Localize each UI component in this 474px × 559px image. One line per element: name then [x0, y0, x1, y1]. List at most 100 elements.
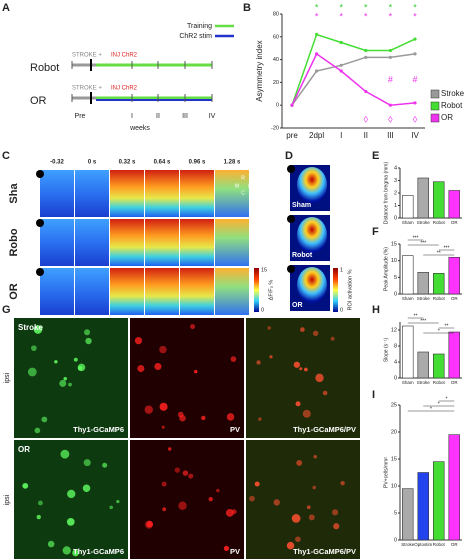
point — [339, 40, 343, 45]
cell — [22, 482, 29, 489]
cell — [315, 373, 324, 383]
cell — [269, 355, 273, 359]
cell — [63, 376, 67, 381]
bregma-dot — [287, 165, 295, 173]
legend-label: Robot — [441, 101, 463, 110]
bar — [433, 461, 445, 541]
heatmap-frame — [215, 268, 249, 315]
panel-label: B — [243, 2, 251, 14]
cell — [295, 536, 301, 543]
time-label: 0.32 s — [119, 160, 136, 166]
cell — [66, 518, 75, 526]
side-label: ipsi — [4, 372, 11, 383]
legend-label: Training — [187, 23, 212, 30]
significance-mark: * — [315, 11, 319, 21]
legend-label: Stroke — [441, 89, 465, 98]
heatmap-frame — [40, 170, 74, 217]
legend-label: ChR2 stim — [179, 33, 212, 40]
point — [388, 103, 392, 107]
cell — [190, 324, 196, 330]
bar — [402, 325, 414, 379]
point — [364, 48, 368, 53]
y-tick-label: 20 — [273, 80, 279, 86]
heatmap-frame — [215, 219, 249, 266]
y-axis-label: Peak Amplitude (%) — [383, 247, 389, 291]
y-tick-label: 0 — [394, 537, 397, 543]
heatmap-frame — [215, 170, 249, 217]
panel-label: H — [372, 304, 380, 316]
comparison-label: * — [438, 328, 440, 334]
cell — [178, 501, 187, 510]
channel-label: Thy1-GCaMP6/PV — [293, 425, 356, 434]
x-tick-label: IV — [411, 131, 419, 140]
x-tick-label: OR — [451, 380, 459, 385]
bregma-dot — [36, 268, 44, 276]
bar — [448, 331, 460, 379]
significance-mark: * — [339, 2, 343, 12]
roi-map — [297, 217, 327, 253]
cell — [159, 402, 168, 411]
roi-label: Sham — [292, 202, 311, 209]
heatmap-frame — [145, 219, 179, 266]
panel-label: E — [372, 150, 379, 162]
significance-mark: # — [412, 74, 417, 84]
colorbar-tick: 0 — [261, 307, 264, 313]
y-tick-label: 40 — [273, 57, 279, 63]
colorbar — [333, 268, 338, 312]
colorbar — [254, 268, 259, 312]
orientation-label: R — [241, 175, 245, 181]
cell — [231, 509, 237, 515]
heatmap-frame — [75, 219, 109, 266]
x-tick-label: Robot — [433, 296, 446, 301]
row-label: OR — [30, 95, 47, 107]
cell — [77, 363, 86, 372]
x-tick-label: Stroke — [417, 296, 431, 301]
timeline-label: Pre — [75, 113, 86, 120]
bregma-dot — [287, 215, 295, 223]
colorbar-tick: 15 — [261, 267, 267, 273]
bregma-dot — [36, 219, 44, 227]
comparison-label: ** — [445, 323, 449, 329]
cell — [296, 459, 303, 466]
x-tick-label: OR — [451, 220, 459, 225]
y-tick-label: 80 — [273, 11, 279, 17]
colorbar-tick: 0 — [340, 307, 343, 313]
time-label: 0 s — [88, 160, 97, 166]
channel-label: PV — [230, 425, 240, 434]
cell — [208, 496, 213, 502]
time-label: 1.28 s — [224, 160, 241, 166]
x-tick-label: Sham — [402, 380, 414, 385]
y-tick-label: 15 — [391, 241, 397, 247]
significance-mark: * — [315, 2, 319, 12]
bregma-dot — [287, 265, 295, 273]
cell — [33, 325, 43, 334]
channel-label: Thy1-GCaMP6 — [73, 425, 124, 434]
cell — [312, 330, 319, 337]
heatmap-frame — [180, 219, 214, 266]
colorbar-label: ΔF/F₀ % — [268, 280, 274, 301]
heatmap-frame — [180, 170, 214, 217]
cell — [31, 345, 37, 352]
y-tick-label: -20 — [271, 125, 279, 131]
cell — [273, 499, 280, 506]
bar — [433, 273, 445, 295]
series-line — [291, 33, 416, 106]
y-tick-label: 0 — [276, 103, 279, 109]
y-axis-label: PV+cells/mm² — [383, 457, 389, 488]
x-tick-label: II — [364, 131, 368, 140]
y-tick-label: 1 — [394, 203, 397, 209]
heatmap-frame — [180, 268, 214, 315]
point — [413, 52, 417, 56]
cell — [286, 541, 295, 550]
roi-label: Robot — [292, 252, 313, 259]
y-axis-label: Asymmetry index — [255, 40, 264, 101]
x-tick-label: Stroke — [417, 220, 431, 225]
cell — [109, 505, 113, 510]
heatmap-frame — [145, 170, 179, 217]
cell — [27, 367, 37, 377]
cell — [302, 409, 311, 418]
legend-swatch — [430, 101, 440, 111]
panel-label: I — [372, 389, 375, 401]
legend-label: OR — [441, 113, 453, 122]
bar — [448, 434, 460, 541]
